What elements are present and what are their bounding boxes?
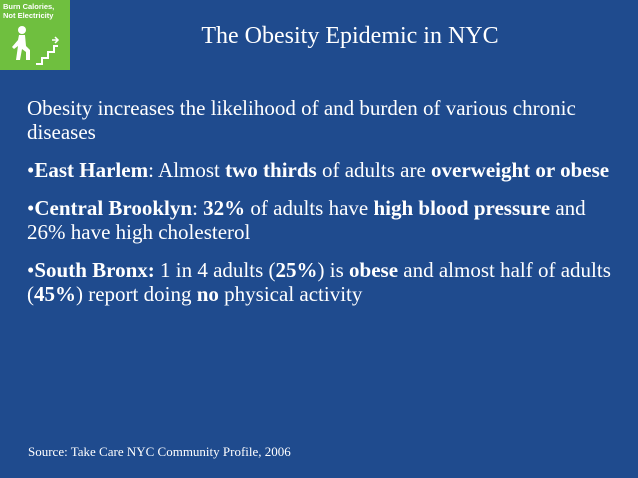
logo-line-1: Burn Calories, [3, 2, 55, 11]
emphasis: no [196, 282, 219, 306]
text: physical activity [218, 282, 363, 306]
emphasis: 32% [203, 196, 246, 220]
bullet-central-brooklyn: •Central Brooklyn: 32% of adults have hi… [27, 196, 617, 244]
text: and 26% have high cholesterol [27, 196, 586, 244]
logo: Burn Calories, Not Electricity [0, 0, 70, 70]
text: 1 in 4 adults ( [154, 258, 276, 282]
person-climbing-stairs-icon [12, 26, 60, 65]
text: ) report doing [76, 282, 197, 306]
intro-paragraph: Obesity increases the likelihood of and … [27, 96, 576, 144]
emphasis: two thirds [225, 158, 317, 182]
separator: : [192, 196, 204, 220]
logo-text: Burn Calories, Not Electricity [3, 2, 54, 20]
bullet-marker: • [27, 258, 35, 282]
slide-body: Obesity increases the likelihood of and … [27, 96, 617, 320]
slide-title: The Obesity Epidemic in NYC [201, 23, 499, 49]
emphasis: 25% [275, 258, 318, 282]
area-name: South Bronx: [34, 258, 155, 282]
separator: : [148, 158, 159, 182]
text: Almost [158, 158, 226, 182]
emphasis: high blood pressure [373, 196, 551, 220]
emphasis: 45% [34, 282, 76, 306]
source-citation: Source: Take Care NYC Community Profile,… [28, 444, 291, 459]
emphasis: obese [349, 258, 399, 282]
bullet-marker: • [27, 158, 35, 182]
logo-line-2: Not Electricity [3, 11, 54, 20]
text: and almost half of adults ( [27, 258, 611, 306]
text: of adults have [245, 196, 374, 220]
emphasis: overweight or obese [431, 158, 610, 182]
bullet-south-bronx: •South Bronx: 1 in 4 adults (25%) is obe… [27, 258, 617, 306]
text: of adults are [316, 158, 432, 182]
bullet-marker: • [27, 196, 35, 220]
bullet-east-harlem: •East Harlem: Almost two thirds of adult… [27, 158, 617, 182]
area-name: East Harlem [34, 158, 149, 182]
text: ) is [317, 258, 350, 282]
area-name: Central Brooklyn [34, 196, 193, 220]
